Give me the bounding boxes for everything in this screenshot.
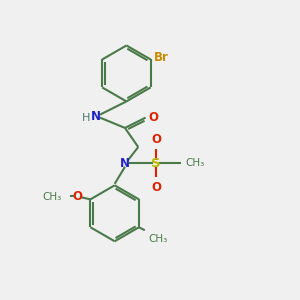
Text: O: O: [151, 181, 161, 194]
Text: Br: Br: [154, 52, 169, 64]
Text: O: O: [148, 110, 158, 124]
Text: O: O: [151, 133, 161, 146]
Text: H: H: [82, 113, 90, 124]
Text: S: S: [151, 157, 161, 170]
Text: CH₃: CH₃: [43, 192, 62, 202]
Text: O: O: [72, 190, 82, 203]
Text: N: N: [91, 110, 100, 123]
Text: N: N: [120, 157, 130, 170]
Text: CH₃: CH₃: [185, 158, 205, 168]
Text: CH₃: CH₃: [148, 234, 168, 244]
